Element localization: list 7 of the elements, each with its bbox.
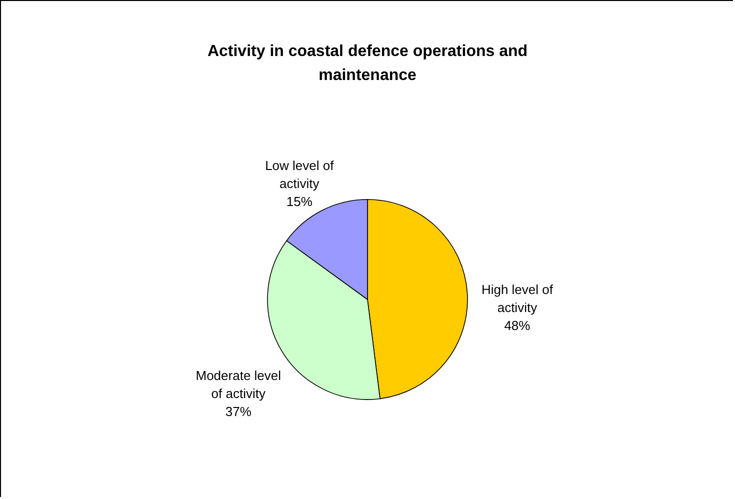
data-label: 37% <box>225 404 252 419</box>
chart-title: Activity in coastal defence operations and maintenance <box>207 43 528 84</box>
slice-label: High level of activity <box>481 282 554 316</box>
slice-label: Moderate level of activity <box>196 368 282 401</box>
slice-label: Low level of activity <box>265 158 334 191</box>
data-label: 15% <box>286 194 313 209</box>
data-label: 48% <box>504 318 531 334</box>
